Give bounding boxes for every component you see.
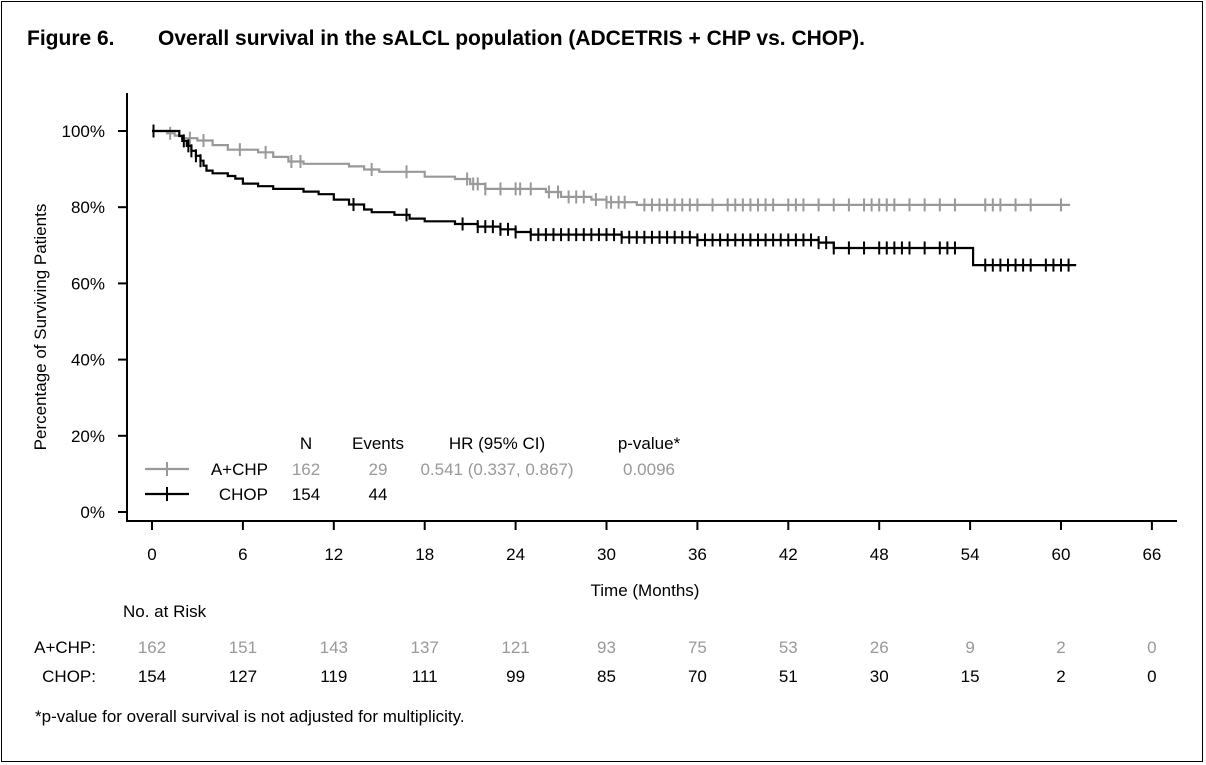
a-chp-risk-value: 93 <box>597 638 616 657</box>
chop-risk-value: 127 <box>229 667 257 686</box>
a-chp-risk-value: 162 <box>138 638 166 657</box>
chop-risk-value: 2 <box>1056 667 1065 686</box>
x-tick-label: 0 <box>147 545 156 564</box>
a-chp-n-value: 162 <box>292 460 320 479</box>
survival-chart: 0% 20% 40% 60% 80% 100% 0 6 12 18 24 30 36 42 48 54 60 66… <box>31 93 1177 686</box>
chop-survival-curve <box>152 129 1077 267</box>
a-chp-survival-curve <box>152 129 1071 206</box>
chop-risk-label: CHOP: <box>42 667 96 686</box>
figure-caption: Overall survival in the sALCL population… <box>158 27 865 50</box>
chop-risk-value: 15 <box>961 667 980 686</box>
chop-risk-value: 0 <box>1147 667 1156 686</box>
y-tick-label: 80% <box>71 198 105 217</box>
stats-header: p-value* <box>618 434 681 453</box>
x-tick-label: 36 <box>688 545 707 564</box>
stats-header: HR (95% CI) <box>449 434 545 453</box>
chop-legend-label: CHOP <box>219 485 268 504</box>
stats-header: N <box>300 434 312 453</box>
chop-risk-value: 111 <box>412 667 438 686</box>
a-chp-risk-value: 53 <box>779 638 798 657</box>
chop-risk-value: 70 <box>688 667 707 686</box>
a-chp-risk-value: 143 <box>320 638 348 657</box>
x-tick-label: 18 <box>415 545 434 564</box>
a-chp-risk-value: 9 <box>965 638 974 657</box>
a-chp-risk-value: 75 <box>688 638 707 657</box>
chop-risk-value: 99 <box>506 667 525 686</box>
x-tick-label: 12 <box>324 545 343 564</box>
x-tick-label: 42 <box>779 545 798 564</box>
y-tick-label: 100% <box>62 122 105 141</box>
x-tick-label: 60 <box>1052 545 1071 564</box>
y-tick-label: 40% <box>71 351 105 370</box>
a-chp-risk-value: 2 <box>1056 638 1065 657</box>
x-tick-label: 66 <box>1142 545 1161 564</box>
figure-title: Figure 6. Overall survival in the sALCL p… <box>27 27 865 51</box>
a-chp-risk-value: 137 <box>411 638 439 657</box>
x-tick-label: 24 <box>506 545 525 564</box>
a-chp-legend-label: A+CHP <box>211 460 268 479</box>
chop-risk-value: 119 <box>320 667 347 686</box>
a-chp-risk-value: 0 <box>1147 638 1156 657</box>
a-chp-p-value: 0.0096 <box>623 460 675 479</box>
a-chp-risk-value: 121 <box>501 638 529 657</box>
y-axis-title: Percentage of Surviving Patients <box>31 204 50 451</box>
stats-header: Events <box>352 434 404 453</box>
risk-table-title: No. at Risk <box>123 602 207 621</box>
a-chp-events-value: 29 <box>369 460 388 479</box>
figure-label: Figure 6. <box>27 27 115 50</box>
x-tick-label: 54 <box>961 545 980 564</box>
chop-events-value: 44 <box>369 485 388 504</box>
a-chp-hr-value: 0.541 (0.337, 0.867) <box>420 460 573 479</box>
x-tick-label: 6 <box>238 545 247 564</box>
chop-risk-value: 85 <box>597 667 616 686</box>
y-tick-label: 20% <box>71 427 105 446</box>
a-chp-risk-label: A+CHP: <box>34 638 96 657</box>
chop-risk-value: 30 <box>870 667 889 686</box>
x-tick-label: 48 <box>870 545 889 564</box>
x-axis-title: Time (Months) <box>591 581 700 600</box>
y-tick-label: 0% <box>80 503 105 522</box>
y-tick-label: 60% <box>71 274 105 293</box>
chop-risk-value: 154 <box>138 667 166 686</box>
x-tick-label: 30 <box>597 545 616 564</box>
chop-risk-value: 51 <box>779 667 798 686</box>
chop-n-value: 154 <box>292 485 320 504</box>
a-chp-risk-value: 26 <box>870 638 889 657</box>
a-chp-risk-value: 151 <box>229 638 257 657</box>
footnote: *p-value for overall survival is not adj… <box>35 707 465 726</box>
